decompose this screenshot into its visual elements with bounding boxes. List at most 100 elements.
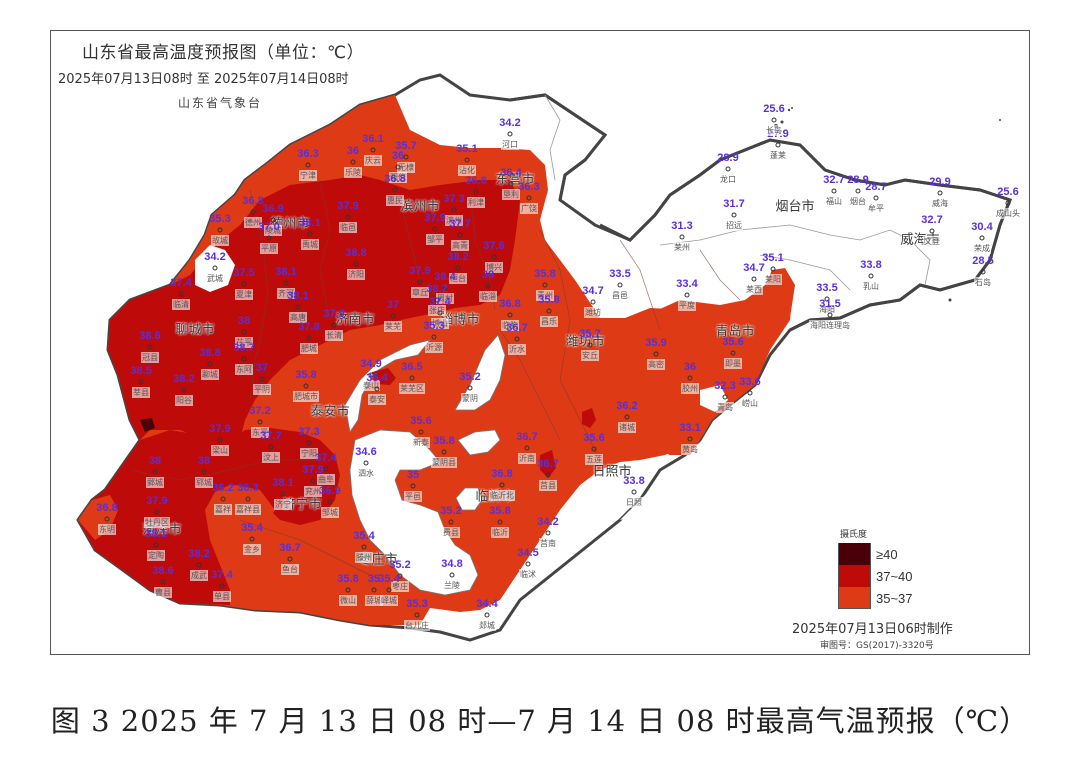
station-name: 沂源 xyxy=(425,342,443,353)
station-temperature: 38 xyxy=(197,455,211,467)
station-name: 安丘 xyxy=(581,350,599,361)
legend-label: 35~37 xyxy=(876,590,913,606)
station-name: 成武 xyxy=(190,570,208,581)
station-marker-icon xyxy=(259,376,265,382)
station-name: 河口 xyxy=(501,139,519,150)
station-marker-icon xyxy=(497,519,503,525)
city-label: 济宁市 xyxy=(282,497,322,513)
station-temperature: 38.2 xyxy=(447,251,469,263)
legend-label: ≥40 xyxy=(876,546,898,562)
station-name: 济宁 xyxy=(274,499,292,510)
station-marker-icon xyxy=(305,162,311,168)
station-name: 定陶 xyxy=(147,550,165,561)
station-marker-icon xyxy=(153,542,159,548)
station-name: 张店 xyxy=(428,305,446,316)
station-temperature: 33.4 xyxy=(676,278,698,290)
production-time: 2025年07月13日06时制作 xyxy=(792,622,953,637)
station-temperature: 37.5 xyxy=(233,267,255,279)
station-marker-icon xyxy=(418,429,424,435)
station-temperature: 37.2 xyxy=(249,405,271,417)
station-marker-icon xyxy=(631,489,637,495)
station-marker-icon xyxy=(929,228,935,234)
station-name: 牡丹区 xyxy=(144,517,170,528)
station-temperature: 35.4 xyxy=(378,573,400,585)
station-marker-icon xyxy=(295,304,301,310)
station-name: 陵城 xyxy=(264,225,282,236)
station-temperature: 35 xyxy=(406,469,420,481)
station-marker-icon xyxy=(873,195,879,201)
station-temperature: 35.7 xyxy=(579,328,601,340)
station-temperature: 32.7 xyxy=(823,174,845,186)
station-marker-icon xyxy=(437,310,443,316)
station-temperature: 37.4 xyxy=(315,452,337,464)
station-marker-icon xyxy=(386,587,392,593)
station-marker-icon xyxy=(306,335,312,341)
station-temperature: 25.6 xyxy=(763,103,785,115)
station-name: 沂南 xyxy=(518,453,536,464)
city-label: 淄博市 xyxy=(440,312,480,328)
station-marker-icon xyxy=(257,419,263,425)
station-temperature: 36.8 xyxy=(499,298,521,310)
station-temperature: 35.3 xyxy=(423,320,445,332)
city-label: 泰安市 xyxy=(310,404,350,420)
station-name: 高青 xyxy=(451,240,469,251)
station-marker-icon xyxy=(855,188,861,194)
station-marker-icon xyxy=(307,231,313,237)
station-name: 鱼台 xyxy=(281,564,299,575)
station-name: 博山 xyxy=(431,318,449,329)
station-temperature: 35.1 xyxy=(456,143,478,155)
station-temperature: 35.8 xyxy=(337,573,359,585)
station-marker-icon xyxy=(771,117,777,123)
station-marker-icon xyxy=(363,460,369,466)
station-name: 故城 xyxy=(211,235,229,246)
station-name: 日照 xyxy=(625,497,643,508)
station-name: 胶州 xyxy=(681,383,699,394)
station-temperature: 37.9 xyxy=(209,423,231,435)
station-temperature: 38 xyxy=(481,269,495,281)
station-name: 莱西 xyxy=(745,284,763,295)
station-marker-icon xyxy=(442,285,448,291)
station-name: 莱芜区 xyxy=(399,383,425,394)
station-temperature: 28.7 xyxy=(865,181,887,193)
station-name: 滨州 xyxy=(445,215,463,226)
station-temperature: 35.8 xyxy=(538,294,560,306)
band-ge40-spot xyxy=(140,418,155,432)
station-marker-icon xyxy=(310,478,316,484)
station-temperature: 38.2 xyxy=(188,548,210,560)
station-temperature: 37.9 xyxy=(424,212,446,224)
station-name: 德州 xyxy=(244,217,262,228)
station-temperature: 37.7 xyxy=(449,218,471,230)
station-name: 济阳 xyxy=(347,269,365,280)
station-temperature: 38 xyxy=(237,315,251,327)
station-temperature: 37.9 xyxy=(409,265,431,277)
station-temperature: 38.2 xyxy=(173,373,195,385)
station-temperature: 36.8 xyxy=(96,502,118,514)
station-marker-icon xyxy=(280,491,286,497)
station-name: 汶上 xyxy=(262,452,280,463)
station-marker-icon xyxy=(241,329,247,335)
station-temperature: 36.8 xyxy=(491,468,513,480)
station-name: 阳谷 xyxy=(175,395,193,406)
map-approval-number: 审图号：GS(2017)-3320号 xyxy=(820,641,934,651)
station-temperature: 35.8 xyxy=(534,268,556,280)
station-temperature: 38.1 xyxy=(275,266,297,278)
station-temperature: 36.3 xyxy=(297,148,319,160)
station-marker-icon xyxy=(371,587,377,593)
station-name: 平度 xyxy=(678,300,696,311)
station-name: 蓬莱 xyxy=(769,150,787,161)
station-temperature: 33.6 xyxy=(739,376,761,388)
station-name: 即墨 xyxy=(724,358,742,369)
station-name: 兰陵 xyxy=(443,580,461,591)
station-marker-icon xyxy=(730,350,736,356)
station-marker-icon xyxy=(217,437,223,443)
station-name: 东明 xyxy=(98,524,116,535)
station-name: 曹县 xyxy=(154,587,172,598)
station-marker-icon xyxy=(1005,200,1011,206)
station-temperature: 35.1 xyxy=(762,252,784,264)
legend-label: 37~40 xyxy=(876,568,913,584)
station-name: 黄岛 xyxy=(681,444,699,455)
station-marker-icon xyxy=(303,383,309,389)
station-marker-icon xyxy=(747,390,753,396)
station-temperature: 36.9 xyxy=(319,485,341,497)
